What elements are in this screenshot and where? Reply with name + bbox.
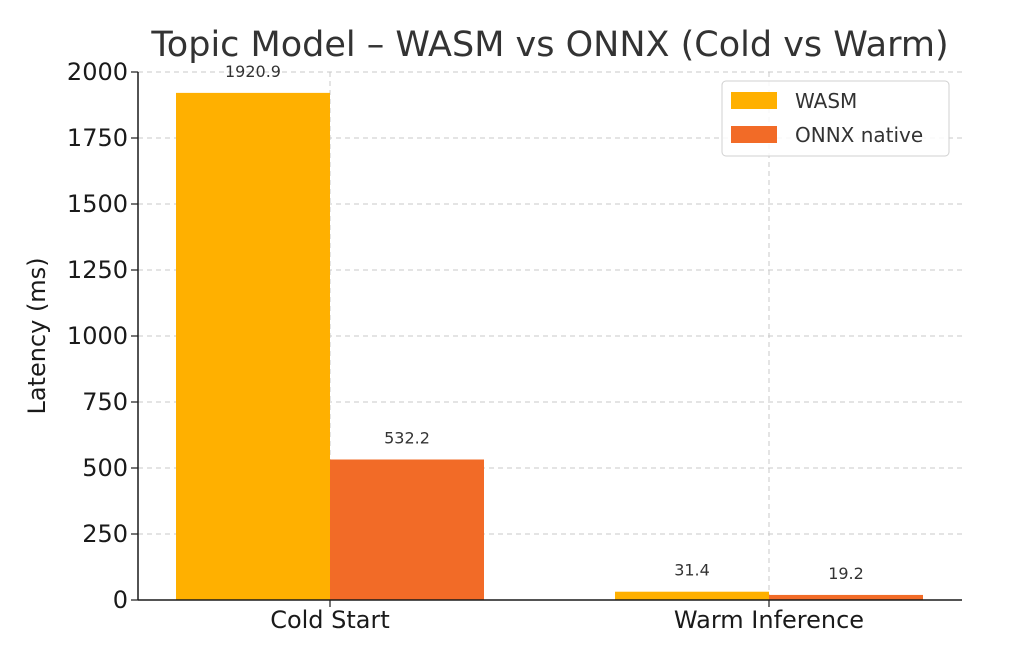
bars <box>176 92 923 601</box>
x-tick-label: Cold Start <box>270 606 390 634</box>
y-tick-label: 500 <box>82 454 128 482</box>
data-label: 1920.9 <box>225 62 281 81</box>
bar-wasm <box>615 591 769 600</box>
y-tick-label: 2000 <box>67 58 128 86</box>
chart-title: Topic Model – WASM vs ONNX (Cold vs Warm… <box>150 25 948 65</box>
data-label: 19.2 <box>828 564 864 583</box>
data-label: 31.4 <box>674 561 710 580</box>
data-labels: 1920.9 31.4 532.2 19.2 <box>225 62 864 583</box>
legend: WASM ONNX native <box>721 80 950 157</box>
y-tick-label: 1500 <box>67 190 128 218</box>
legend-label: ONNX native <box>795 123 923 147</box>
legend-label: WASM <box>795 89 857 113</box>
y-tick-label: 1750 <box>67 124 128 152</box>
axes <box>131 71 962 607</box>
legend-swatch <box>731 92 777 109</box>
x-tick-label: Warm Inference <box>674 606 864 634</box>
bar-onnx-native <box>769 594 923 600</box>
data-label: 532.2 <box>384 428 430 447</box>
y-axis-label: Latency (ms) <box>23 257 51 414</box>
y-tick-label: 1000 <box>67 322 128 350</box>
y-tick-label: 250 <box>82 520 128 548</box>
bar-wasm <box>176 92 330 601</box>
legend-swatch <box>731 126 777 143</box>
legend-box <box>721 80 950 157</box>
y-tick-label: 1250 <box>67 256 128 284</box>
tick-labels: 0 250 500 750 1000 1250 1500 1750 2000 Cold Start… <box>67 58 864 634</box>
bar-onnx-native <box>330 459 484 600</box>
y-tick-label: 0 <box>113 586 128 614</box>
y-tick-label: 750 <box>82 388 128 416</box>
